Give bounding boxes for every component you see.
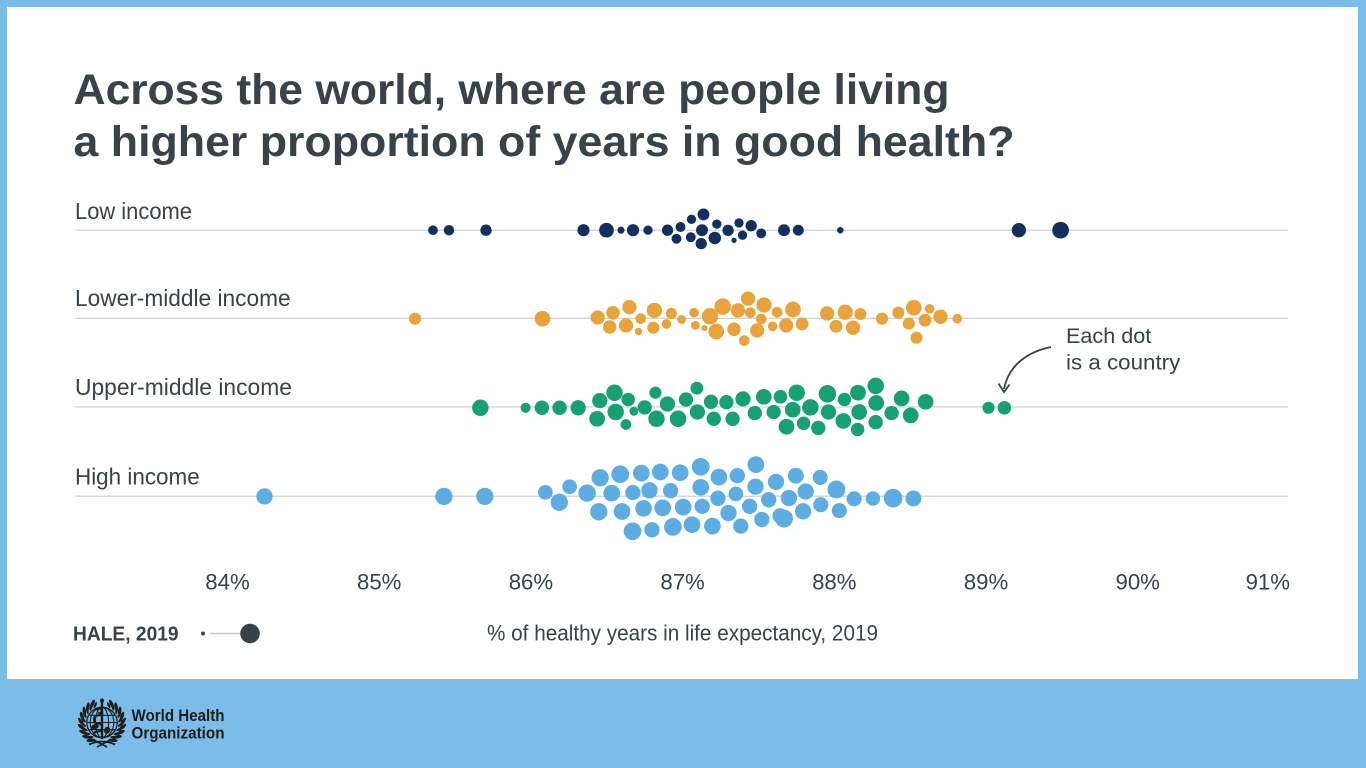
svg-text:90%: 90% — [1115, 569, 1159, 594]
svg-text:85%: 85% — [357, 569, 401, 594]
svg-text:HALE, 2019: HALE, 2019 — [73, 624, 179, 646]
svg-text:a higher proportion of years i: a higher proportion of years in good hea… — [74, 119, 1015, 166]
svg-text:84%: 84% — [205, 569, 249, 594]
svg-text:89%: 89% — [964, 569, 1008, 594]
svg-text:Across the world, where are pe: Across the world, where are people livin… — [74, 67, 950, 114]
svg-text:Lower-middle income: Lower-middle income — [75, 285, 291, 311]
svg-text:88%: 88% — [812, 569, 856, 594]
svg-text:is a country: is a country — [1066, 349, 1180, 374]
svg-text:Organization: Organization — [132, 724, 225, 743]
svg-text:Low income: Low income — [75, 198, 192, 224]
svg-text:86%: 86% — [509, 569, 553, 594]
svg-text:High income: High income — [75, 463, 200, 489]
svg-text:91%: 91% — [1246, 569, 1290, 594]
svg-text:Each dot: Each dot — [1066, 323, 1151, 348]
svg-text:World Health: World Health — [132, 706, 225, 725]
svg-text:% of healthy years in life exp: % of healthy years in life expectancy, 2… — [487, 621, 878, 646]
svg-text:Upper-middle income: Upper-middle income — [75, 374, 292, 400]
svg-text:87%: 87% — [660, 569, 704, 594]
